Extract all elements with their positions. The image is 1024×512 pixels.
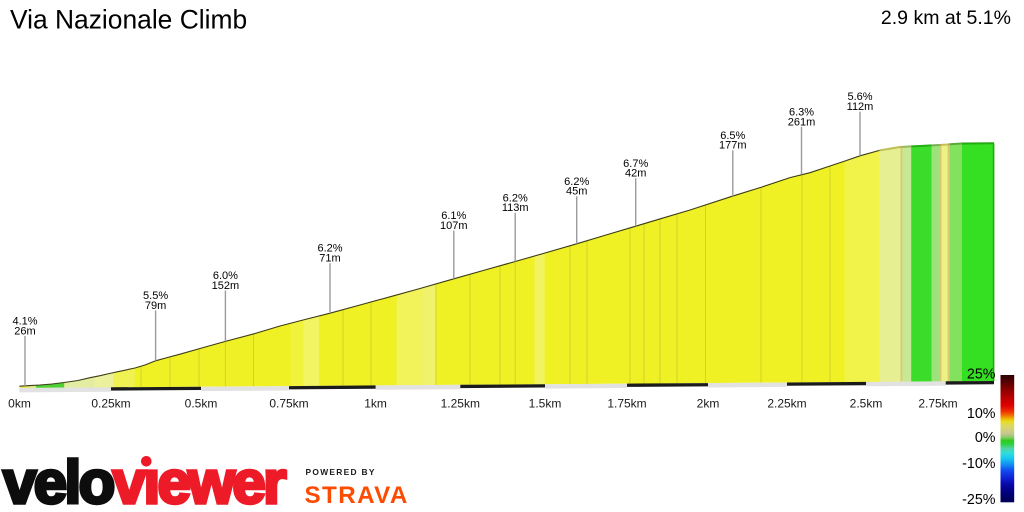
svg-text:10%: 10%	[967, 406, 996, 422]
svg-text:0.5km: 0.5km	[185, 397, 218, 411]
svg-text:1.5km: 1.5km	[529, 397, 562, 411]
svg-text:107m: 107m	[440, 220, 468, 232]
svg-text:6.0%: 6.0%	[213, 270, 238, 282]
svg-text:6.1%: 6.1%	[441, 210, 466, 222]
svg-text:1km: 1km	[364, 397, 387, 411]
svg-text:6.2%: 6.2%	[564, 176, 589, 188]
svg-text:0.25km: 0.25km	[91, 397, 130, 411]
svg-text:25%: 25%	[967, 367, 996, 383]
svg-text:71m: 71m	[319, 253, 340, 265]
svg-text:2.5km: 2.5km	[850, 397, 883, 411]
svg-text:152m: 152m	[212, 280, 240, 292]
svg-text:0.75km: 0.75km	[269, 397, 308, 411]
svg-text:0km: 0km	[8, 397, 31, 411]
svg-text:26m: 26m	[14, 325, 35, 337]
svg-text:-25%: -25%	[962, 492, 996, 508]
svg-text:0%: 0%	[975, 430, 996, 446]
svg-text:2km: 2km	[697, 397, 720, 411]
svg-text:261m: 261m	[788, 116, 816, 128]
svg-text:6.7%: 6.7%	[623, 158, 648, 170]
svg-text:79m: 79m	[145, 300, 166, 312]
svg-text:6.2%: 6.2%	[317, 243, 342, 255]
svg-text:1.25km: 1.25km	[441, 397, 480, 411]
svg-text:45m: 45m	[566, 186, 587, 198]
svg-text:4.1%: 4.1%	[12, 316, 37, 328]
svg-text:velovıewer: velovıewer	[3, 449, 286, 512]
svg-text:Via Nazionale Climb: Via Nazionale Climb	[10, 5, 247, 35]
svg-text:177m: 177m	[719, 140, 747, 152]
svg-text:42m: 42m	[625, 168, 646, 180]
svg-text:113m: 113m	[502, 202, 529, 214]
svg-text:STRAVA: STRAVA	[305, 482, 409, 509]
svg-text:6.3%: 6.3%	[789, 106, 814, 118]
svg-text:2.25km: 2.25km	[767, 397, 806, 411]
svg-text:2.9 km at 5.1%: 2.9 km at 5.1%	[881, 7, 1011, 29]
svg-text:POWERED BY: POWERED BY	[306, 467, 376, 477]
svg-text:5.5%: 5.5%	[143, 290, 168, 302]
svg-text:5.6%: 5.6%	[847, 91, 872, 103]
svg-text:112m: 112m	[847, 101, 874, 113]
svg-text:-10%: -10%	[962, 456, 996, 472]
svg-text:6.5%: 6.5%	[720, 130, 745, 142]
svg-text:2.75km: 2.75km	[918, 397, 957, 411]
svg-text:6.2%: 6.2%	[503, 192, 528, 204]
svg-text:1.75km: 1.75km	[607, 397, 646, 411]
